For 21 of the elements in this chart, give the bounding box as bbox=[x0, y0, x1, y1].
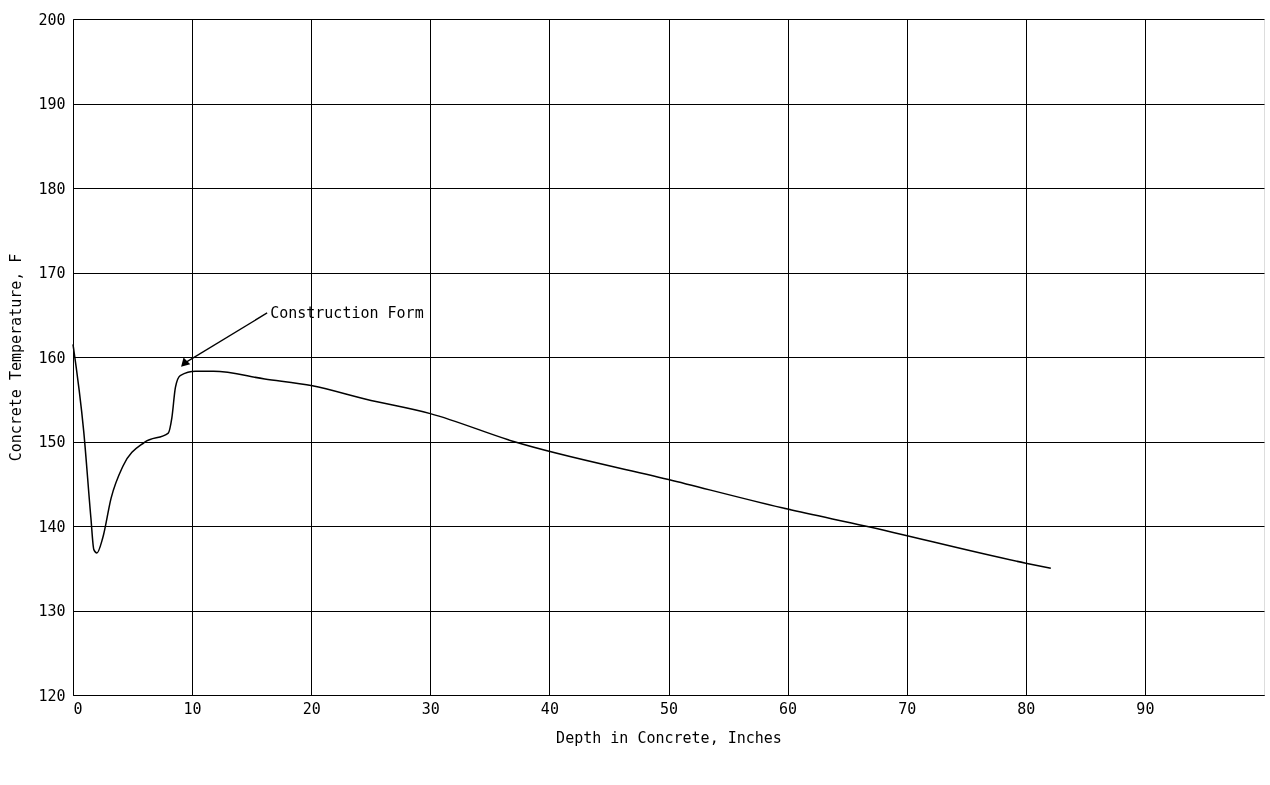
x-tick-label: 50 bbox=[659, 699, 679, 718]
y-tick-label: 200 bbox=[38, 10, 66, 29]
x-tick-label: 30 bbox=[421, 699, 440, 718]
y-tick-label: 130 bbox=[38, 602, 66, 620]
y-axis-title: Concrete Temperature, F bbox=[7, 253, 26, 462]
x-tick-label: 40 bbox=[540, 699, 559, 718]
y-tick-label: 140 bbox=[38, 517, 66, 536]
x-tick-label: 90 bbox=[1136, 699, 1155, 718]
x-tick-label: 60 bbox=[779, 699, 798, 718]
y-tick-label: 170 bbox=[38, 264, 66, 282]
x-tick-label: 0 bbox=[73, 699, 83, 718]
x-tick-label: 80 bbox=[1017, 699, 1036, 718]
x-axis-title: Depth in Concrete, Inches bbox=[556, 728, 782, 747]
y-tick-label: 150 bbox=[38, 433, 66, 451]
y-tick-label: 160 bbox=[38, 348, 66, 367]
x-tick-label: 10 bbox=[183, 699, 202, 718]
x-tick-label: 70 bbox=[898, 699, 917, 718]
x-tick-label: 20 bbox=[302, 699, 321, 718]
y-tick-label: 120 bbox=[38, 686, 66, 705]
y-tick-label: 180 bbox=[38, 179, 66, 198]
y-tick-label: 190 bbox=[38, 95, 66, 113]
